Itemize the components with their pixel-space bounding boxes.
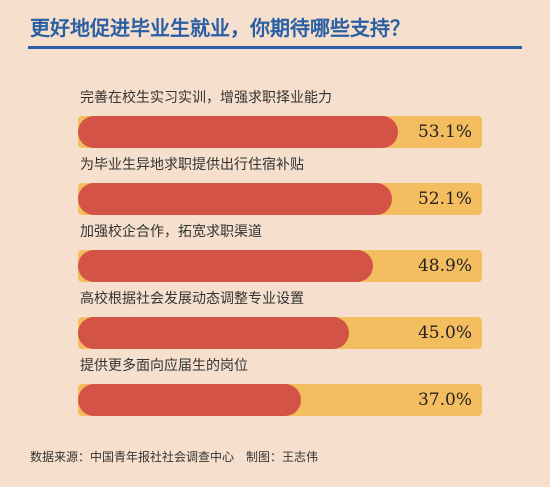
bar-track: 37.0%: [78, 384, 482, 416]
bar-row: 为毕业生异地求职提供出行住宿补贴 52.1%: [78, 155, 482, 222]
bar: [78, 250, 373, 282]
value-label: 37.0%: [417, 390, 472, 410]
category-label: 加强校企合作，拓宽求职渠道: [80, 224, 262, 240]
bar-row: 提供更多面向应届生的岗位 37.0%: [78, 356, 482, 423]
bar-track: 45.0%: [78, 317, 482, 349]
bar: [78, 317, 349, 349]
category-label: 完善在校生实习实训，增强求职择业能力: [80, 90, 332, 106]
category-label: 提供更多面向应届生的岗位: [80, 358, 248, 374]
bar: [78, 116, 398, 148]
category-label: 高校根据社会发展动态调整专业设置: [80, 291, 304, 307]
source-note: 数据来源：中国青年报社社会调查中心 制图：王志伟: [30, 450, 319, 464]
bar-list: 完善在校生实习实训，增强求职择业能力 53.1% 为毕业生异地求职提供出行住宿补贴 5…: [78, 88, 482, 423]
bar-track: 53.1%: [78, 116, 482, 148]
value-label: 52.1%: [417, 189, 472, 209]
chart-header: 更好地促进毕业生就业，你期待哪些支持？: [28, 10, 522, 49]
bar-row: 完善在校生实习实训，增强求职择业能力 53.1%: [78, 88, 482, 155]
bar: [78, 384, 301, 416]
value-label: 45.0%: [417, 323, 472, 343]
bar-row: 加强校企合作，拓宽求职渠道 48.9%: [78, 222, 482, 289]
bar-track: 52.1%: [78, 183, 482, 215]
value-label: 53.1%: [417, 122, 472, 142]
chart-title: 更好地促进毕业生就业，你期待哪些支持？: [30, 16, 410, 40]
value-label: 48.9%: [417, 256, 472, 276]
bar-row: 高校根据社会发展动态调整专业设置 45.0%: [78, 289, 482, 356]
bar: [78, 183, 392, 215]
title-underline: [28, 46, 522, 49]
category-label: 为毕业生异地求职提供出行住宿补贴: [80, 157, 304, 173]
bar-track: 48.9%: [78, 250, 482, 282]
